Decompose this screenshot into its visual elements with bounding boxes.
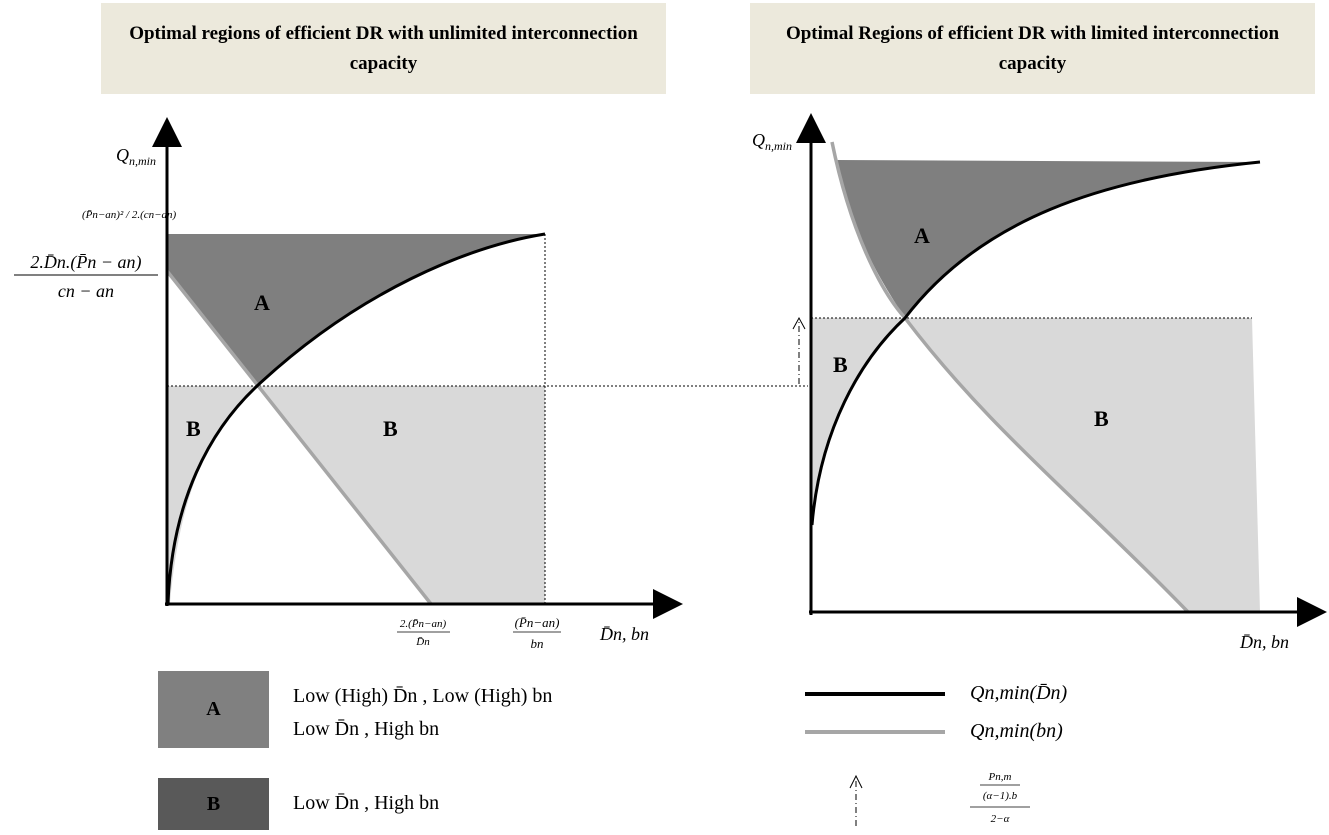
left-y-axis-label: Qn,min <box>116 145 156 168</box>
right-x-axis-label: D̄n, bn <box>1239 632 1289 652</box>
left-x-tick-2-den: bn <box>531 636 544 651</box>
left-region-b-left-label: B <box>186 416 201 441</box>
legend-a-line2: Low D̄n , High bn <box>293 718 440 740</box>
left-region-b-right-label: B <box>383 416 398 441</box>
left-x-axis-label: D̄n, bn <box>599 624 649 644</box>
left-y-tick-mid-num: 2.D̄n.(P̄n − an) <box>30 252 141 273</box>
right-panel-title: Optimal Regions of efficient DR with lim… <box>750 3 1315 94</box>
legend-arrow-den: 2−α <box>991 813 1010 825</box>
right-region-a <box>837 160 1260 318</box>
legend-arrow-sample-head <box>849 774 863 789</box>
left-region-a-label: A <box>254 290 270 315</box>
right-gray-curve <box>830 141 1190 614</box>
left-gray-line <box>165 269 433 606</box>
right-shift-arrowhead <box>792 316 806 330</box>
left-black-curve <box>166 232 546 604</box>
right-y-axis-label: Qn,min <box>752 130 792 153</box>
left-region-a <box>167 234 545 386</box>
right-region-b-left <box>811 318 905 525</box>
legend-arrow-num: Pn,m <box>988 771 1012 783</box>
left-y-tick-mid-den: cn − an <box>58 281 114 301</box>
right-black-curve <box>810 160 1261 526</box>
right-region-a-label: A <box>914 223 930 248</box>
legend-black-line-label: Qn,min(D̄n) <box>970 682 1068 704</box>
legend-b-swatch: B <box>158 778 269 830</box>
left-region-b-right <box>257 386 545 603</box>
left-x-tick-1-den: D̄n <box>415 636 430 648</box>
legend-arrow-mid: (α−1).b <box>983 790 1018 802</box>
legend-a-line1: Low (High) D̄n , Low (High) bn <box>293 685 553 707</box>
left-region-b-left <box>167 386 257 603</box>
legend-gray-line-label: Qn,min(bn) <box>970 720 1063 742</box>
legend-a-swatch: A <box>158 671 269 748</box>
left-panel-title: Optimal regions of efficient DR with unl… <box>101 3 666 94</box>
left-x-tick-2-num: (P̄n−an) <box>515 615 560 630</box>
left-y-tick-top: (P̄n−an)² / 2.(cn−an) <box>82 209 177 221</box>
left-x-tick-1-num: 2.(P̄n−an) <box>400 618 447 630</box>
right-region-b-right <box>905 318 1260 612</box>
legend-b-line1: Low D̄n , High bn <box>293 792 440 814</box>
right-region-b-right-label: B <box>1094 406 1109 431</box>
right-region-b-left-label: B <box>833 352 848 377</box>
